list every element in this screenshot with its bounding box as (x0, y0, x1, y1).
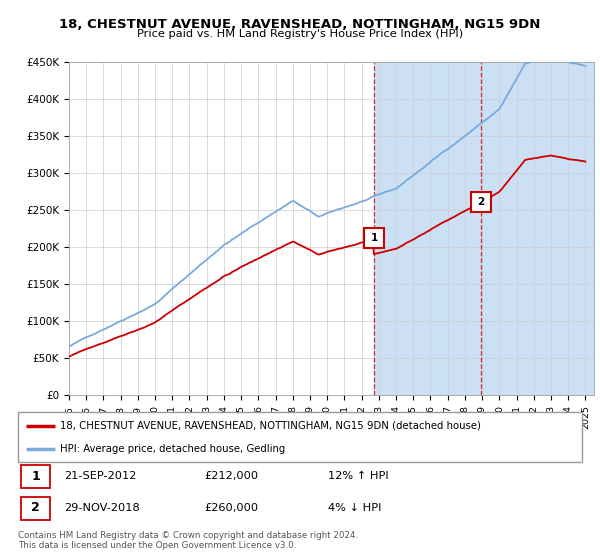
FancyBboxPatch shape (21, 465, 50, 488)
Text: £260,000: £260,000 (204, 503, 258, 513)
Text: 18, CHESTNUT AVENUE, RAVENSHEAD, NOTTINGHAM, NG15 9DN: 18, CHESTNUT AVENUE, RAVENSHEAD, NOTTING… (59, 18, 541, 31)
Bar (374, 62, 481, 395)
Text: 29-NOV-2018: 29-NOV-2018 (64, 503, 140, 513)
Text: 2: 2 (31, 501, 40, 514)
Text: HPI: Average price, detached house, Gedling: HPI: Average price, detached house, Gedl… (60, 445, 286, 454)
Text: 2: 2 (477, 197, 484, 207)
Text: Price paid vs. HM Land Registry's House Price Index (HPI): Price paid vs. HM Land Registry's House … (137, 29, 463, 39)
Text: 1: 1 (31, 470, 40, 483)
Text: 18, CHESTNUT AVENUE, RAVENSHEAD, NOTTINGHAM, NG15 9DN (detached house): 18, CHESTNUT AVENUE, RAVENSHEAD, NOTTING… (60, 421, 481, 431)
Text: 4% ↓ HPI: 4% ↓ HPI (328, 503, 382, 513)
Bar (481, 62, 594, 395)
Text: 1: 1 (371, 233, 378, 243)
Text: Contains HM Land Registry data © Crown copyright and database right 2024.
This d: Contains HM Land Registry data © Crown c… (18, 531, 358, 550)
FancyBboxPatch shape (21, 497, 50, 520)
FancyBboxPatch shape (18, 412, 582, 462)
Text: 21-SEP-2012: 21-SEP-2012 (64, 472, 137, 482)
Text: £212,000: £212,000 (204, 472, 258, 482)
Text: 12% ↑ HPI: 12% ↑ HPI (328, 472, 389, 482)
